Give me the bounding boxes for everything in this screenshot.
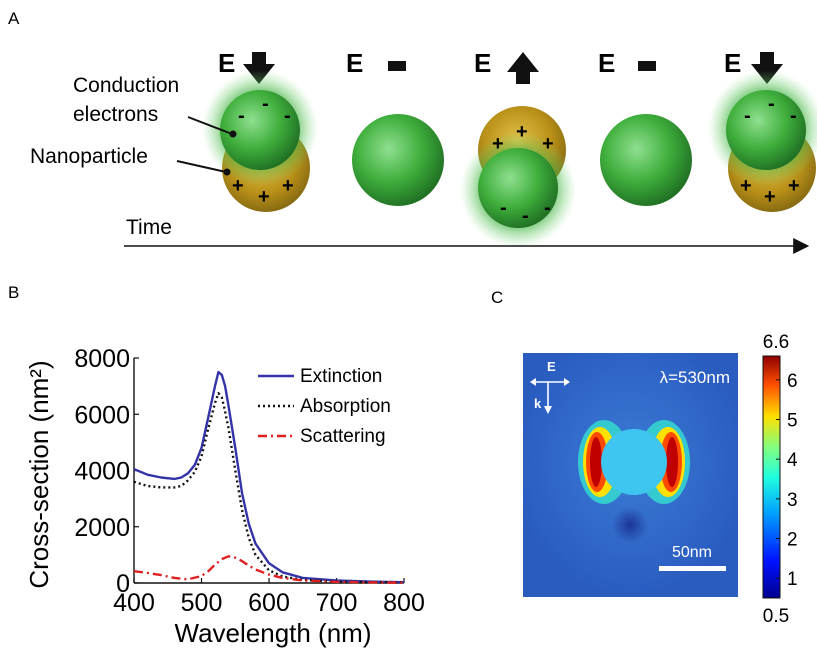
y-axis-title: Cross-section (nm²) [24, 360, 54, 588]
colorbar-tick-label: 1 [787, 569, 798, 590]
panel-c: C E k λ=530nm 50nm [491, 288, 798, 627]
minus-sign: - [744, 105, 751, 127]
panel-b-label: B [8, 283, 19, 302]
panel-a-label: A [8, 9, 20, 28]
nanoparticle-1: - - - + + + [202, 70, 318, 212]
field-state-1: E [218, 48, 275, 84]
legend-label: Absorption [300, 396, 391, 417]
spectrum-chart: 0 2000 4000 6000 8000 400 500 600 700 800 Waveleng… [24, 345, 425, 648]
arrow-up-icon [507, 52, 539, 84]
colorbar-tick-label: 3 [787, 490, 798, 511]
scale-bar [659, 566, 726, 571]
colorbar-tick-label: 5 [787, 410, 798, 431]
electron-cloud [220, 90, 300, 170]
colorbar-max-label: 6.6 [763, 332, 789, 353]
y-tick-label: 2000 [74, 514, 130, 542]
colorbar-ticks: 6 5 4 3 2 1 [776, 371, 798, 590]
plus-sign: + [516, 121, 528, 143]
field-state-5: E [724, 48, 783, 84]
minus-sign: - [544, 197, 551, 219]
field-state-4: E [598, 48, 656, 78]
direction-indicator: E k [530, 359, 570, 414]
field-state-2: E [346, 48, 406, 78]
field-zero-icon [388, 61, 406, 71]
nanoparticle-2 [352, 114, 444, 206]
colorbar-gradient [762, 355, 781, 599]
time-label: Time [126, 216, 172, 239]
field-symbol: E [218, 48, 235, 78]
shadow-region [612, 507, 648, 543]
colorbar: 6.6 6 5 4 3 2 1 0.5 [762, 332, 798, 627]
x-axis-title: Wavelength (nm) [175, 618, 372, 648]
series-line-scattering [133, 555, 405, 584]
plus-sign: + [282, 175, 294, 197]
plus-sign: + [740, 175, 752, 197]
electron-cloud [726, 90, 806, 170]
arrow-down-icon [751, 52, 783, 84]
plus-sign: + [764, 186, 776, 208]
y-tick-label: 4000 [74, 458, 130, 486]
x-tick-label: 400 [113, 589, 155, 617]
wavelength-label: λ=530nm [660, 368, 730, 387]
leader-line [176, 160, 227, 173]
panel-c-label: C [491, 288, 503, 307]
plus-sign: + [258, 186, 270, 208]
x-tick-label: 700 [316, 589, 358, 617]
panel-b: B 0 2000 4000 6000 8000 400 500 600 700 800 Wavele… [8, 283, 425, 648]
leader-dot [229, 130, 237, 138]
plus-sign: + [232, 175, 244, 197]
minus-sign: - [500, 197, 507, 219]
leader-dot [223, 168, 231, 176]
minus-sign: - [790, 105, 797, 127]
field-map: E k λ=530nm 50nm [523, 353, 738, 597]
field-symbol: E [346, 48, 363, 78]
minus-sign: - [768, 93, 775, 115]
label-conduction: Conduction [73, 74, 179, 97]
arrow-down-icon [544, 406, 552, 414]
series-line-absorption [133, 392, 405, 584]
colorbar-tick-label: 6 [787, 371, 798, 392]
nanoparticle-disk [601, 429, 667, 495]
colorbar-tick-label: 2 [787, 529, 798, 550]
colorbar-tick-label: 4 [787, 450, 798, 471]
plus-sign: + [788, 175, 800, 197]
field-state-3: E [474, 48, 539, 84]
x-tick-label: 800 [383, 589, 425, 617]
panel-a: A E E E E E - - - + [8, 9, 817, 254]
y-tick-label: 0 [116, 570, 130, 598]
legend-label: Scattering [300, 426, 386, 447]
label-nanoparticle: Nanoparticle [30, 145, 148, 168]
legend-label: Extinction [300, 366, 382, 387]
electron-cloud [478, 148, 558, 228]
field-symbol: E [598, 48, 615, 78]
minus-sign: - [262, 93, 269, 115]
field-zero-icon [638, 61, 656, 71]
plus-sign: + [492, 133, 504, 155]
plus-sign: + [542, 133, 554, 155]
nanoparticle-5: - - - + + + [708, 70, 817, 212]
y-tick-label: 8000 [74, 345, 130, 373]
label-electrons: electrons [73, 103, 158, 126]
series-line-extinction [133, 370, 405, 584]
minus-sign: - [238, 105, 245, 127]
arrow-down-icon [243, 52, 275, 84]
scale-bar-label: 50nm [672, 544, 712, 561]
minus-sign: - [522, 205, 529, 227]
direction-e-label: E [547, 359, 556, 374]
nanoparticle-4 [600, 114, 692, 206]
y-tick-label: 6000 [74, 401, 130, 429]
field-symbol: E [724, 48, 741, 78]
x-tick-label: 500 [181, 589, 223, 617]
minus-sign: - [284, 105, 291, 127]
direction-k-label: k [534, 396, 542, 411]
field-symbol: E [474, 48, 491, 78]
x-tick-label: 600 [248, 589, 290, 617]
leader-line [187, 116, 233, 135]
colorbar-min-label: 0.5 [763, 606, 789, 627]
nanoparticle-3: + + + - - - [460, 106, 576, 248]
